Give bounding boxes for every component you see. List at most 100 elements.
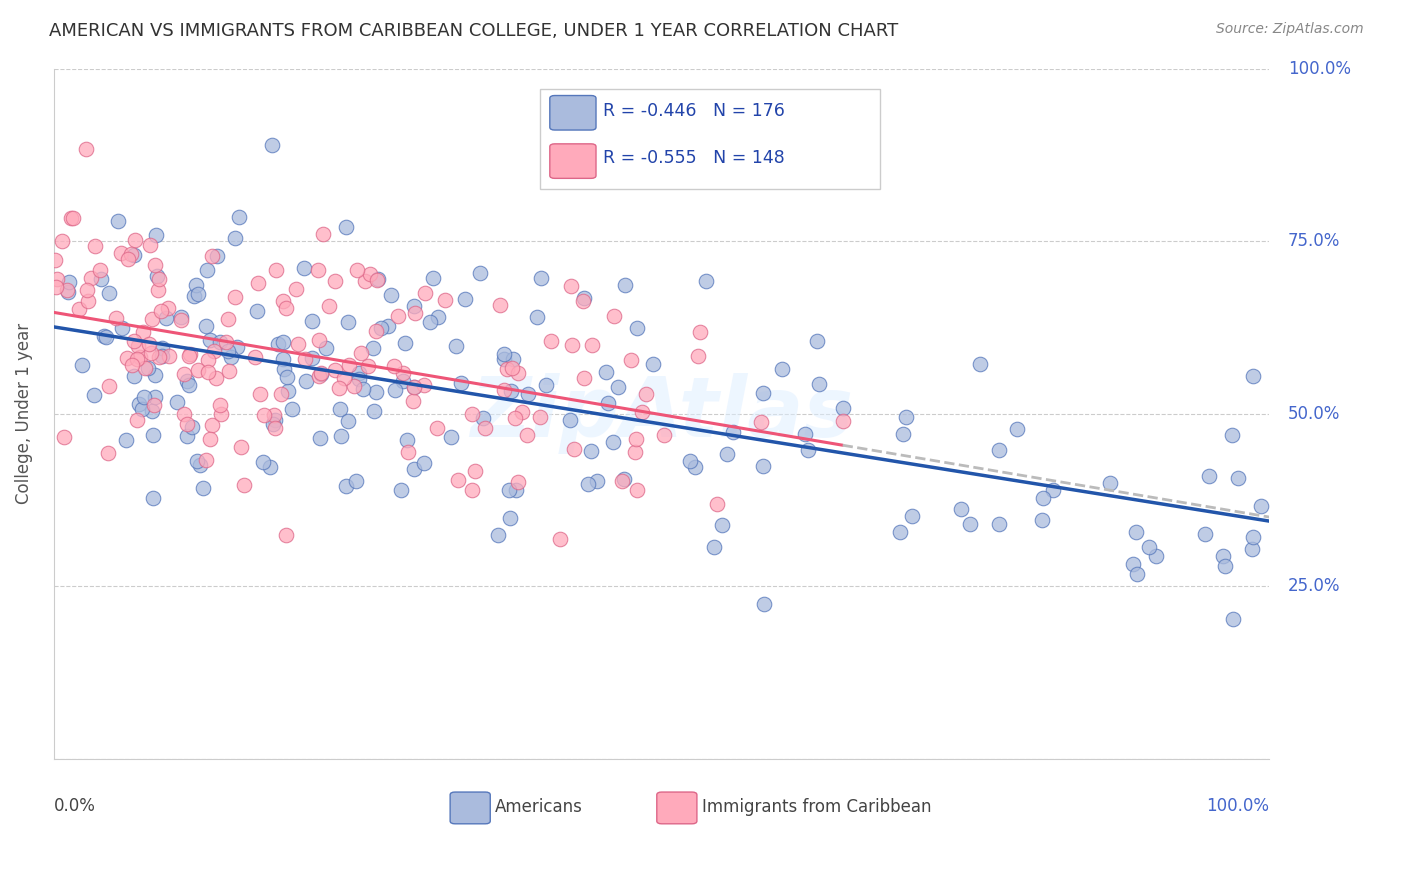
Point: [367, 272, 389, 286]
Point: [177, 377, 200, 392]
Point: [1213, 559, 1236, 574]
Point: [284, 282, 307, 296]
Point: [56, 284, 79, 298]
Point: [710, 517, 733, 532]
Point: [138, 337, 160, 351]
Point: [127, 352, 149, 367]
Point: [572, 294, 595, 309]
Point: [127, 339, 149, 353]
Point: [309, 366, 332, 380]
Point: [516, 387, 538, 401]
Point: [1126, 566, 1149, 581]
Point: [494, 347, 516, 361]
Point: [526, 310, 548, 324]
Point: [180, 420, 202, 434]
Point: [492, 352, 515, 367]
Point: [325, 362, 347, 376]
Point: [453, 292, 475, 306]
Point: [157, 349, 180, 363]
Point: [124, 233, 146, 247]
Point: [311, 227, 333, 241]
Point: [166, 395, 188, 409]
Point: [581, 337, 603, 351]
Point: [53, 430, 76, 444]
Point: [352, 382, 374, 396]
Point: [614, 278, 637, 293]
Point: [318, 299, 340, 313]
Point: [1194, 527, 1216, 541]
Point: [97, 446, 120, 460]
Point: [686, 350, 709, 364]
Point: [540, 334, 562, 348]
Point: [141, 403, 163, 417]
Text: 100.0%: 100.0%: [1288, 60, 1351, 78]
Point: [1241, 541, 1264, 556]
Point: [366, 385, 388, 400]
Point: [273, 351, 295, 366]
Point: [139, 346, 162, 360]
Point: [595, 365, 617, 379]
Point: [148, 272, 170, 286]
Point: [426, 421, 449, 435]
Point: [271, 334, 294, 349]
Point: [382, 359, 405, 373]
Text: R = -0.555   N = 148: R = -0.555 N = 148: [603, 149, 785, 168]
Point: [404, 299, 426, 313]
Point: [295, 375, 318, 389]
Point: [502, 351, 524, 366]
Point: [253, 408, 276, 422]
Point: [506, 475, 529, 489]
Point: [179, 347, 201, 361]
Point: [347, 371, 370, 385]
Point: [1222, 612, 1244, 626]
Point: [252, 455, 274, 469]
Point: [641, 357, 664, 371]
Point: [572, 370, 595, 384]
Point: [132, 390, 155, 404]
Point: [131, 402, 153, 417]
Point: [217, 344, 239, 359]
Point: [117, 252, 139, 266]
Point: [412, 457, 434, 471]
Point: [387, 310, 409, 324]
Point: [505, 483, 527, 498]
Point: [447, 474, 470, 488]
Point: [498, 511, 520, 525]
Point: [155, 311, 177, 326]
Point: [679, 454, 702, 468]
Point: [576, 476, 599, 491]
Point: [134, 361, 156, 376]
Point: [143, 390, 166, 404]
Point: [349, 345, 371, 359]
Point: [492, 383, 515, 397]
Point: [606, 380, 628, 394]
Point: [752, 459, 775, 474]
Point: [148, 351, 170, 365]
Point: [150, 341, 173, 355]
Point: [301, 313, 323, 327]
Point: [176, 417, 198, 432]
Point: [654, 428, 676, 442]
Point: [395, 433, 418, 447]
Point: [794, 426, 817, 441]
Point: [205, 371, 228, 385]
Point: [558, 412, 581, 426]
Point: [561, 338, 583, 352]
Point: [328, 382, 350, 396]
Point: [205, 249, 228, 263]
Point: [752, 386, 775, 401]
Point: [333, 370, 356, 384]
Point: [83, 238, 105, 252]
Point: [142, 398, 165, 412]
Point: [807, 376, 830, 391]
Point: [419, 315, 441, 329]
Point: [631, 405, 654, 419]
Point: [439, 430, 461, 444]
Point: [246, 277, 269, 291]
Point: [389, 483, 412, 497]
Point: [217, 311, 239, 326]
Point: [107, 214, 129, 228]
Text: 25.0%: 25.0%: [1288, 577, 1340, 595]
Point: [145, 227, 167, 242]
Point: [1042, 483, 1064, 498]
